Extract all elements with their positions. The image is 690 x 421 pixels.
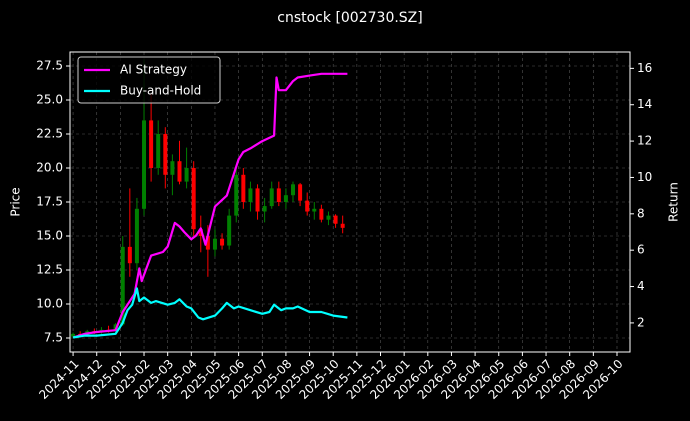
y-tick-label: 12.5: [36, 262, 63, 276]
candle-body: [156, 134, 161, 169]
candle-body: [241, 174, 246, 202]
y-axis-label: Price: [9, 187, 23, 216]
candle-body: [142, 120, 147, 209]
candle-body: [255, 188, 260, 212]
candle-body: [319, 208, 324, 220]
candle-body: [276, 188, 281, 202]
y-tick-label: 17.5: [36, 195, 63, 209]
y-tick-label: 20.0: [36, 161, 63, 175]
y2-tick-label: 2: [637, 315, 645, 329]
candle-body: [305, 200, 310, 212]
candle-body: [333, 215, 338, 224]
y-tick-label: 15.0: [36, 228, 63, 242]
chart-title: cnstock [002730.SZ]: [277, 10, 422, 26]
candle-body: [291, 184, 296, 196]
y-tick-label: 25.0: [36, 93, 63, 107]
return-line: [72, 72, 348, 339]
y2-tick-label: 8: [637, 206, 645, 220]
plot-marks: [71, 59, 348, 339]
candle-body: [127, 246, 132, 264]
candle-body: [170, 161, 175, 175]
candle-body: [227, 215, 232, 246]
candle-body: [248, 188, 253, 202]
candle-body: [198, 229, 203, 236]
legend-box: [77, 56, 221, 104]
y2-tick-label: 10: [637, 170, 652, 184]
y-tick-label: 22.5: [36, 127, 63, 141]
candle-body: [340, 223, 345, 228]
candle-body: [212, 238, 217, 250]
candle-body: [149, 120, 154, 169]
y2-tick-label: 6: [637, 243, 645, 257]
legend-label: AI Strategy: [120, 63, 187, 77]
y2-axis-label: Return: [667, 182, 681, 222]
candle-body: [298, 184, 303, 201]
y-tick-label: 10.0: [36, 296, 63, 310]
candle-body: [184, 168, 189, 182]
y-tick-label: 27.5: [36, 59, 63, 73]
candle-body: [120, 246, 125, 325]
y2-tick-label: 16: [637, 61, 652, 75]
candle-body: [163, 134, 168, 175]
y-tick-label: 7.5: [44, 330, 63, 344]
candle-body: [262, 206, 267, 212]
y2-tick-label: 12: [637, 134, 652, 148]
y2-tick-label: 4: [637, 279, 645, 293]
candle-body: [134, 208, 139, 264]
candle-body: [177, 161, 182, 182]
candle-body: [234, 174, 239, 216]
candle-body: [71, 333, 76, 337]
candle-body: [283, 195, 288, 202]
y2-tick-label: 14: [637, 97, 652, 111]
candle-body: [312, 208, 317, 212]
legend-label: Buy-and-Hold: [120, 84, 201, 98]
candle-body: [220, 238, 225, 246]
candle-body: [269, 188, 274, 207]
candle-body: [191, 168, 196, 230]
legend: AI Strategy Buy-and-Hold: [77, 56, 221, 104]
candle-body: [205, 235, 210, 250]
return-line: [72, 287, 348, 339]
candle-body: [326, 215, 331, 220]
